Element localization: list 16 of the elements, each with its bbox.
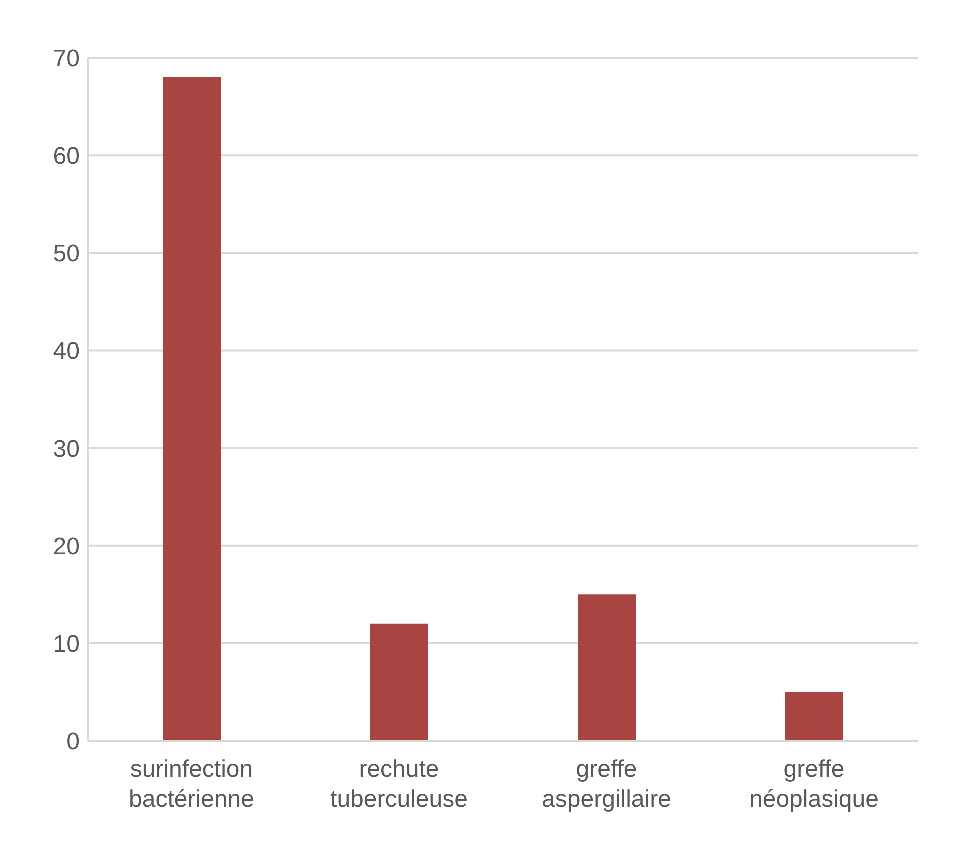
bar xyxy=(786,692,844,741)
bar xyxy=(578,594,636,741)
y-tick-label: 20 xyxy=(53,533,80,560)
y-tick-label: 50 xyxy=(53,240,80,268)
x-tick-label: greffe aspergillaire xyxy=(542,756,672,813)
x-tick-label: greffe néoplasique xyxy=(750,756,879,813)
y-tick-label: 10 xyxy=(53,630,80,658)
y-tick-label: 60 xyxy=(53,143,80,170)
y-tick-label: 40 xyxy=(53,338,80,366)
y-tick-label: 30 xyxy=(53,436,80,463)
bar xyxy=(370,624,428,741)
x-tick-label: surinfection bactérienne xyxy=(129,756,254,813)
bar xyxy=(163,78,221,741)
y-tick-label: 0 xyxy=(66,728,80,756)
y-tick-label: 70 xyxy=(53,46,80,73)
x-tick-label: rechute tuberculeuse xyxy=(330,756,468,813)
